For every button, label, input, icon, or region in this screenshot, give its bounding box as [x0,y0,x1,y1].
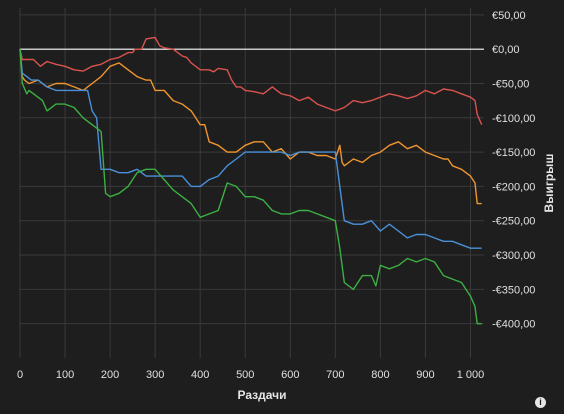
x-tick-label: 600 [281,369,299,381]
series-line-1 [19,49,482,205]
y-tick-label: -€250,00 [492,216,535,228]
x-tick-label: 900 [416,369,434,381]
x-tick-label: 800 [371,369,389,381]
series-line-3 [19,49,482,325]
x-tick-label: 1 000 [457,369,485,381]
series-line-0 [19,36,483,125]
x-tick-label: 0 [17,369,23,381]
y-axis-title: Выигрыш [542,154,556,213]
y-tick-label: -€300,00 [492,250,535,262]
x-tick-label: 300 [146,369,164,381]
y-tick-label: -€200,00 [492,181,535,193]
y-tick-label: -€100,00 [492,113,535,125]
info-icon[interactable]: i [535,397,546,408]
x-tick-label: 400 [191,369,209,381]
y-tick-label: -€50,00 [492,78,529,90]
y-tick-label: €0,00 [492,44,520,56]
y-tick-label: €50,00 [492,10,526,22]
y-tick-label: -€350,00 [492,284,535,296]
x-tick-label: 500 [236,369,254,381]
x-tick-label: 200 [101,369,119,381]
y-tick-label: -€400,00 [492,319,535,331]
y-tick-label: -€150,00 [492,147,535,159]
x-axis-title: Раздачи [238,388,287,402]
series-line-2 [19,49,482,249]
x-tick-label: 700 [326,369,344,381]
x-tick-label: 100 [56,369,74,381]
